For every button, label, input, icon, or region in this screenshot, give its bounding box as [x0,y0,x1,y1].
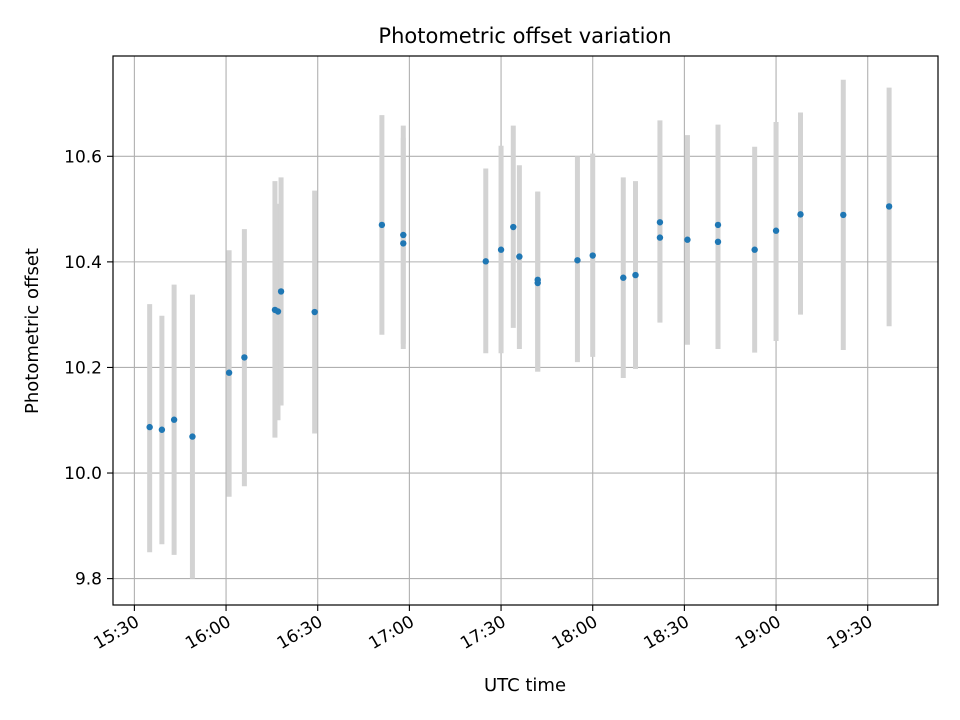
data-point [241,354,248,361]
x-axis-title: UTC time [484,675,566,696]
data-point [656,219,664,226]
y-tick-label: 10.2 [64,358,102,378]
plot-frame [112,55,939,606]
data-point [400,240,407,247]
data-point [751,246,758,253]
data-point [225,369,233,376]
data-point [772,227,780,234]
chart-title: Photometric offset variation [378,24,671,48]
data-point [574,257,581,264]
data-point [189,433,196,440]
data-point [378,221,386,229]
data-point [885,203,893,210]
data-point [497,246,505,253]
y-tick-label: 9.8 [75,570,102,590]
y-tick-label: 10.6 [64,147,102,167]
data-point [170,416,178,423]
data-point [589,252,596,259]
data-point [656,234,664,241]
data-point [714,221,722,229]
y-tick-label: 10.0 [64,464,102,484]
data-point [516,253,523,260]
data-point [510,223,517,231]
data-point [311,308,318,316]
data-point [684,236,691,243]
data-point [274,308,282,315]
data-point [840,211,847,219]
data-point [158,426,166,433]
y-axis-title: Photometric offset [22,248,43,414]
y-tick-label: 10.4 [64,253,102,273]
point-layer [146,203,893,440]
data-point [277,288,285,295]
data-point [797,211,804,218]
data-point [146,423,153,431]
data-point [632,271,639,279]
data-point [482,258,489,265]
data-point [714,238,722,246]
data-point [534,276,541,284]
data-point [400,231,407,239]
data-point [620,274,627,281]
